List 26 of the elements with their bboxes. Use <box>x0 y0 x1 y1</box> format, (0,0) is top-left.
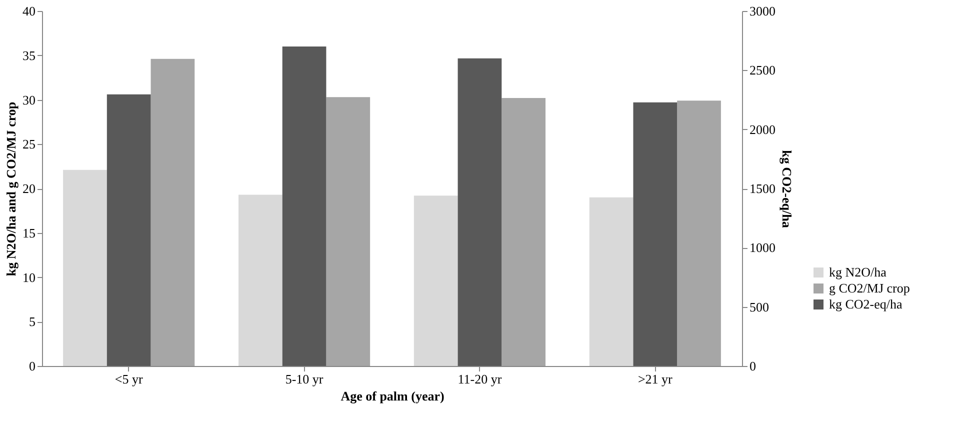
y2-tick-label: 500 <box>750 299 769 314</box>
y-tick-label: 40 <box>22 4 36 18</box>
x-tick-label: 5-10 yr <box>285 372 324 386</box>
y-tick-label: 30 <box>22 92 36 108</box>
legend-label: g CO2/MJ crop <box>829 280 910 296</box>
y-tick-label: 0 <box>29 358 36 374</box>
y-tick-label: 5 <box>29 314 36 330</box>
y2-tick-label: 2500 <box>750 62 776 78</box>
y2-tick-label: 3000 <box>750 4 776 18</box>
y-tick-label: 15 <box>22 225 36 240</box>
y2-tick-label: 0 <box>750 358 756 374</box>
y-axis-title: kg N2O/ha and g CO2/MJ crop <box>4 102 18 276</box>
legend-label: kg CO2-eq/ha <box>829 296 903 312</box>
y2-tick-label: 2000 <box>750 122 776 137</box>
x-axis-title: Age of palm (year) <box>340 388 444 404</box>
x-tick-label: >21 yr <box>638 372 674 386</box>
y2-tick-label: 1500 <box>750 181 776 196</box>
x-tick-label: 11-20 yr <box>458 372 502 386</box>
legend-label: kg N2O/ha <box>829 264 887 280</box>
y2-axis-title: kg CO2-eq/ha <box>780 150 794 228</box>
x-tick-label: <5 yr <box>114 372 144 386</box>
y-tick-label: 10 <box>22 270 36 285</box>
y2-tick-label: 1000 <box>750 240 776 256</box>
y-tick-label: 25 <box>22 136 36 152</box>
y-tick-label: 35 <box>22 48 36 63</box>
y-tick-label: 20 <box>22 181 36 196</box>
